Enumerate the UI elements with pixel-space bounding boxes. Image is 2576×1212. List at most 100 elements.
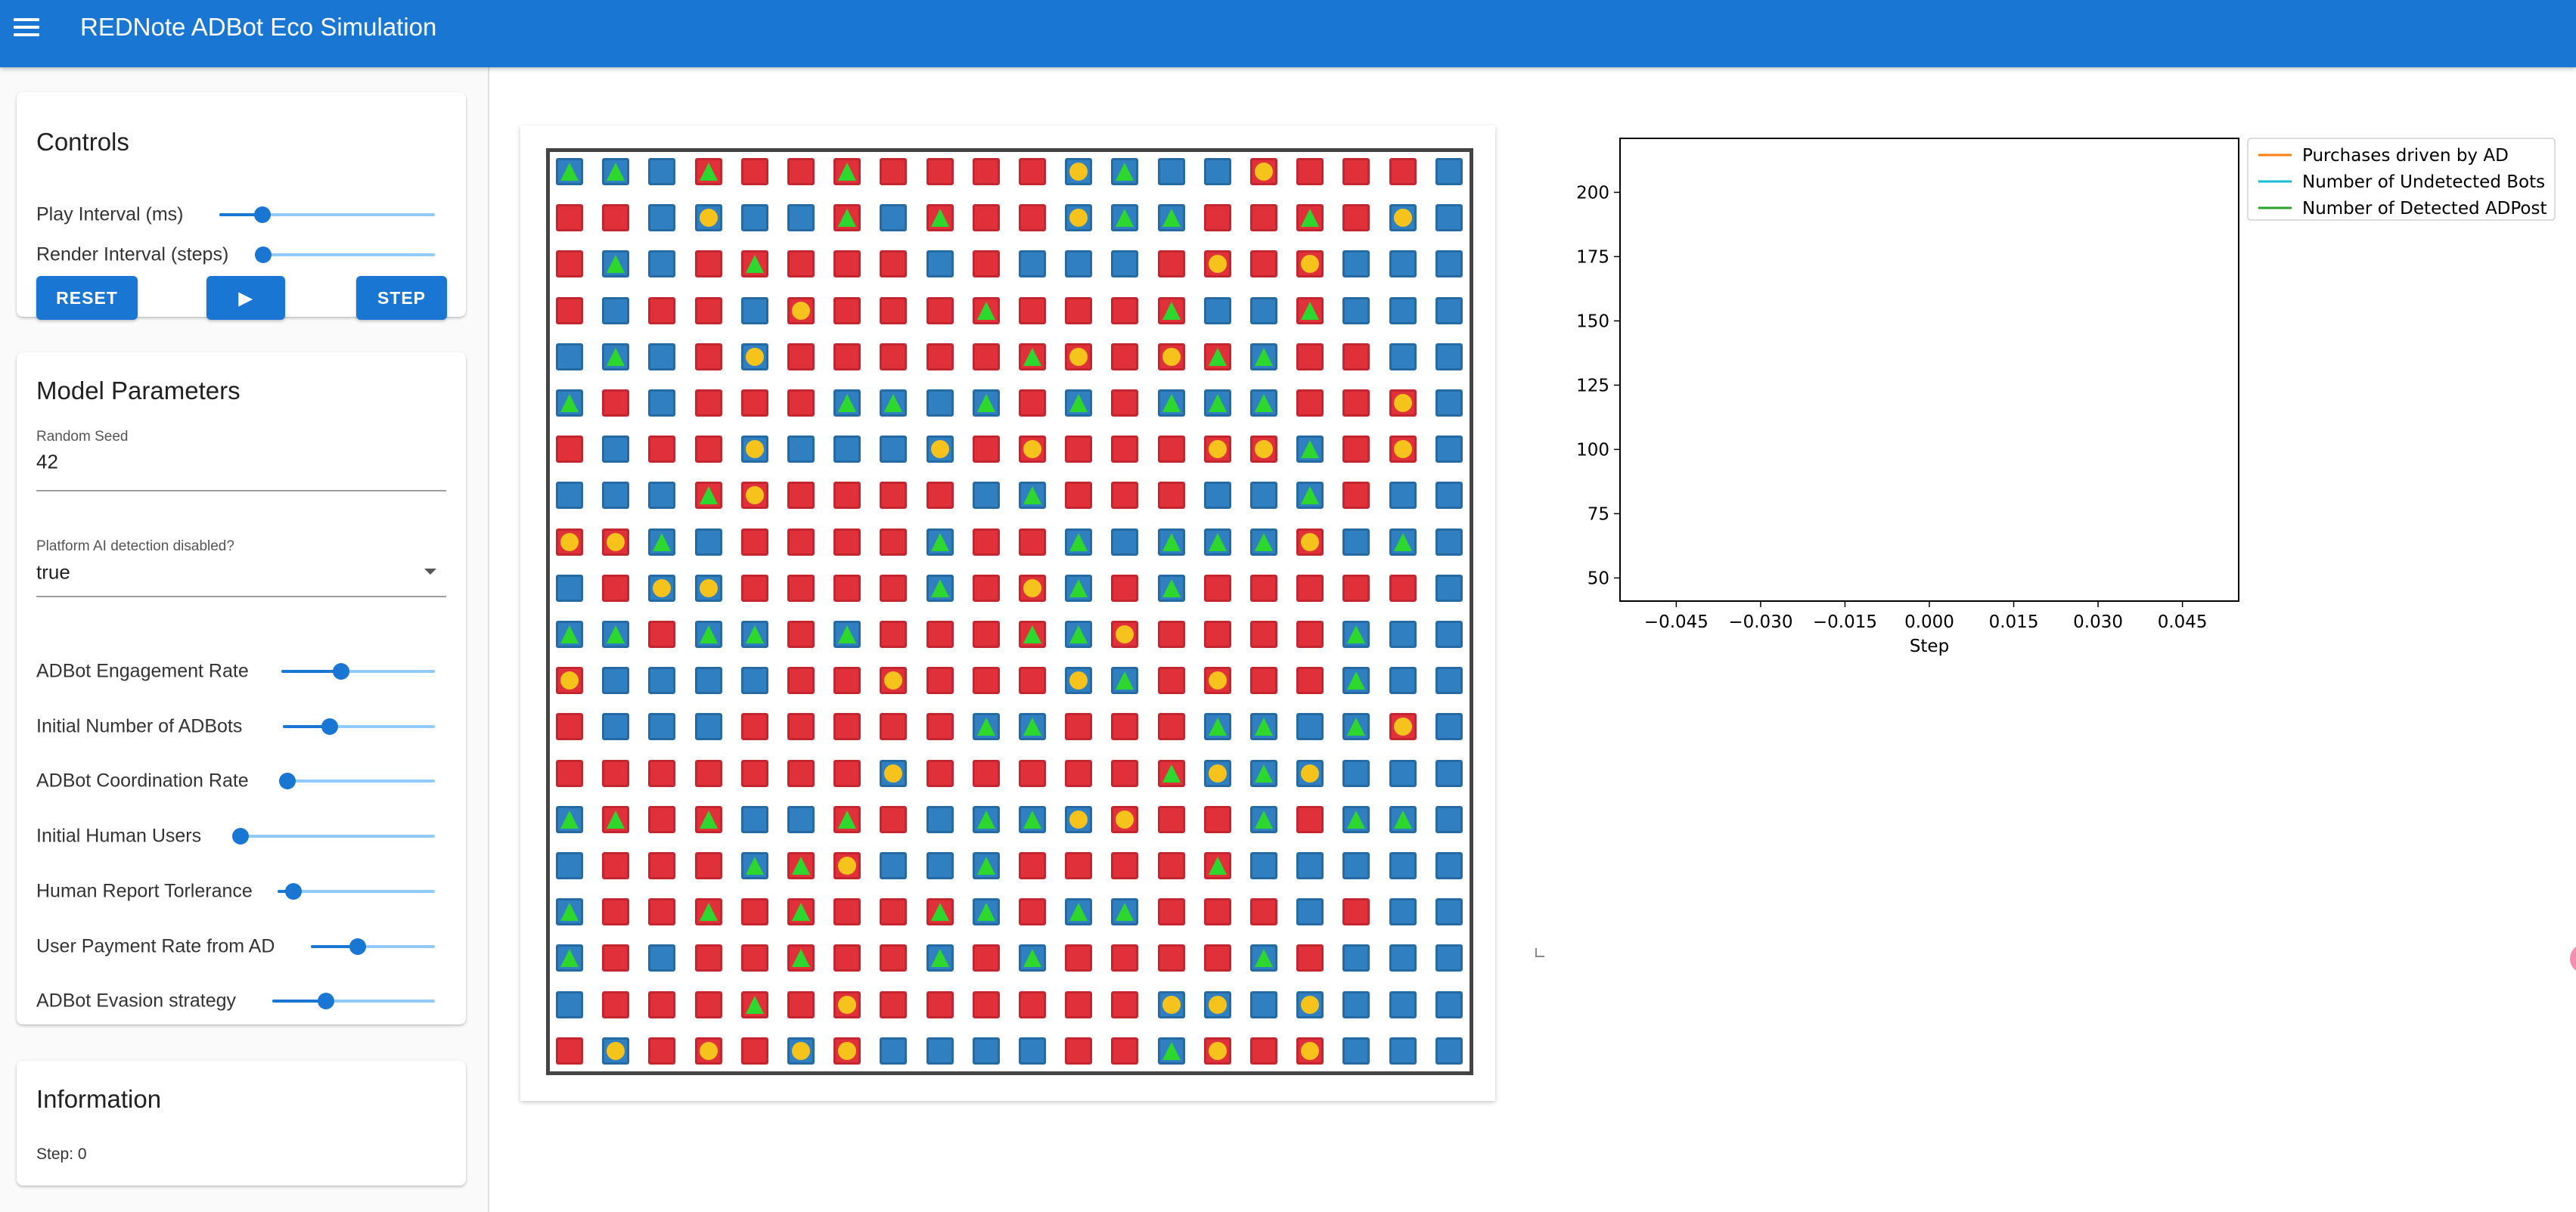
render-interval-slider[interactable] [255,243,435,266]
red-user-cell [880,528,908,556]
slider-thumb[interactable] [317,993,334,1009]
red-user-cell [1157,944,1185,972]
red-user-cell [1342,158,1370,185]
blue-user-cell [694,713,722,741]
blue-user-cell [694,621,722,648]
report-tolerance-slider[interactable] [278,880,435,903]
adbot-triangle-marker [1301,209,1320,228]
slider-thumb[interactable] [255,246,272,263]
blue-user-cell [926,574,954,602]
adbot-triangle-marker [1208,347,1227,366]
adpost-circle-marker [745,440,764,459]
coordination-rate-slider[interactable] [279,770,435,792]
blue-user-cell [926,528,954,556]
red-user-cell [694,990,722,1018]
red-user-cell [1203,250,1231,278]
reset-button[interactable]: RESET [36,276,138,320]
blue-user-cell [1296,898,1324,926]
engagement-rate-slider[interactable] [281,660,435,683]
red-user-cell [926,296,954,324]
red-user-cell [833,713,861,741]
side-action-button[interactable] [2570,944,2576,974]
slider-label-human-users: Initial Human Users [36,825,202,847]
play-interval-slider[interactable] [219,203,435,226]
play-button[interactable]: ▶ [206,276,285,320]
blue-user-cell [1157,990,1185,1018]
detection-select[interactable]: true [36,560,70,584]
random-seed-input[interactable]: 42 [36,450,58,473]
blue-user-cell [1435,1037,1463,1065]
blue-user-cell [972,1037,1000,1065]
slider-thumb[interactable] [284,883,302,900]
blue-user-cell [556,852,583,879]
red-user-cell [926,759,954,787]
red-user-cell [648,296,676,324]
red-user-cell [787,574,815,602]
blue-user-cell [1389,621,1417,648]
evasion-strategy-slider[interactable] [272,990,435,1012]
red-user-cell [880,667,908,695]
slider-thumb[interactable] [279,773,296,789]
red-user-cell [1019,389,1046,417]
adpost-circle-marker [1301,532,1320,551]
blue-user-cell [1435,389,1463,417]
blue-user-cell [1342,1037,1370,1065]
step-button[interactable]: STEP [356,276,447,320]
red-user-cell [833,482,861,510]
blue-user-cell [1342,990,1370,1018]
menu-icon[interactable] [14,15,39,41]
adpost-circle-marker [1255,440,1273,459]
red-user-cell [1203,667,1231,695]
red-user-cell [1065,482,1093,510]
adpost-circle-marker [1023,440,1041,459]
blue-user-cell [833,389,861,417]
red-user-cell [556,204,583,232]
adpost-circle-marker [1255,163,1273,181]
red-user-cell [880,898,908,926]
slider-thumb[interactable] [232,828,250,845]
adbot-triangle-marker [930,578,949,597]
human-users-slider[interactable] [232,825,435,848]
adbot-triangle-marker [1162,578,1181,597]
initial-adbots-slider[interactable] [283,715,435,738]
adpost-circle-marker [699,578,718,597]
adbot-triangle-marker [1208,394,1227,412]
slider-thumb[interactable] [321,718,339,735]
red-user-cell [880,574,908,602]
blue-user-cell [556,482,583,510]
resize-handle[interactable] [1535,948,1544,957]
blue-user-cell [787,1037,815,1065]
adbot-triangle-marker [1255,949,1273,968]
red-user-cell [1065,343,1093,370]
red-user-cell [740,990,768,1018]
slider-thumb[interactable] [254,206,271,223]
blue-user-cell [602,436,630,463]
adbot-triangle-marker [1255,764,1273,783]
red-user-cell [1111,621,1139,648]
blue-user-cell [1389,667,1417,695]
adpost-circle-marker [1069,671,1088,690]
blue-user-cell [1389,250,1417,278]
red-user-cell [972,296,1000,324]
chevron-down-icon[interactable] [424,569,436,575]
adpost-circle-marker [653,578,672,597]
blue-user-cell [787,436,815,463]
slider-thumb[interactable] [349,938,367,955]
adbot-triangle-marker [976,394,995,412]
blue-user-cell [1065,621,1093,648]
adbot-triangle-marker [1162,1041,1181,1060]
red-user-cell [1296,621,1324,648]
payment-rate-slider[interactable] [311,935,435,958]
red-user-cell [1157,296,1185,324]
red-user-cell [740,158,768,185]
red-user-cell [1019,667,1046,695]
blue-user-cell [740,852,768,879]
slider-thumb[interactable] [333,663,350,680]
slider-label-coordination: ADBot Coordination Rate [36,770,249,792]
blue-user-cell [833,621,861,648]
controls-title: Controls [36,128,129,156]
red-user-cell [1296,574,1324,602]
blue-user-cell [1250,482,1277,510]
information-card: Information Step: 0 [17,1061,466,1186]
red-user-cell [880,250,908,278]
